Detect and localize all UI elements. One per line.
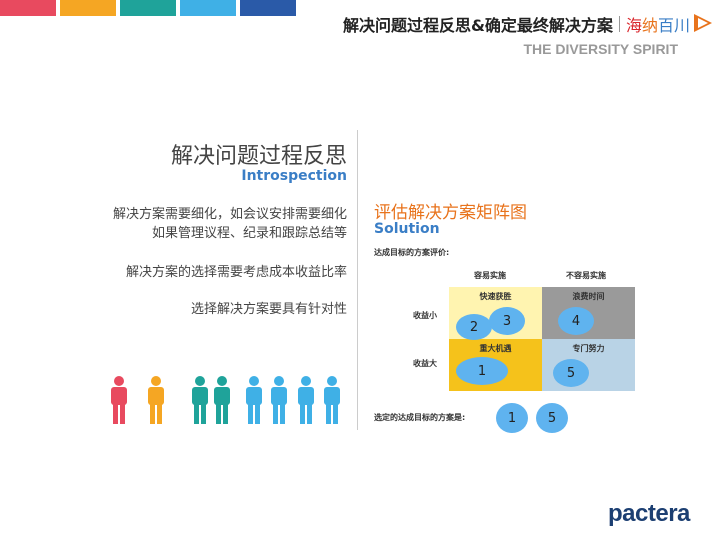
brand-char-4: 川 bbox=[673, 16, 690, 35]
top-bar-4 bbox=[180, 0, 236, 16]
eval-label: 达成目标的方案评价: bbox=[374, 248, 450, 257]
reflection-line-3: 选择解决方案要具有针对性 bbox=[190, 302, 347, 317]
brand-name: 海纳百川 bbox=[626, 12, 690, 36]
brand-char-2: 纳 bbox=[641, 16, 658, 35]
option-bubble: 5 bbox=[553, 359, 589, 387]
matrix-title: 评估解决方案矩阵图 bbox=[374, 203, 527, 223]
row-header-high: 收益大 bbox=[413, 359, 437, 368]
left-title: 解决问题过程反思 bbox=[170, 144, 347, 169]
top-bar-1 bbox=[0, 0, 56, 16]
chosen-label: 选定的达成目标的方案是: bbox=[374, 413, 466, 422]
cell-label: 快速获胜 bbox=[479, 292, 512, 301]
option-bubble: 1 bbox=[456, 357, 508, 385]
reflection-line-1a: 解决方案需要细化，如会议安排需要细化 bbox=[112, 207, 347, 222]
chosen-bubble: 5 bbox=[536, 403, 568, 433]
cell-label: 重大机遇 bbox=[479, 344, 512, 353]
reflection-line-1b: 如果管理议程、纪录和跟踪总结等 bbox=[151, 226, 347, 241]
option-bubble: 3 bbox=[489, 307, 525, 335]
person-icon bbox=[111, 376, 127, 424]
top-bar-3 bbox=[120, 0, 176, 16]
top-bar-2 bbox=[60, 0, 116, 16]
person-icon bbox=[298, 376, 314, 424]
top-bar-5 bbox=[240, 0, 296, 16]
cell-label: 浪费时间 bbox=[572, 292, 605, 301]
option-bubble: 2 bbox=[456, 314, 492, 340]
title-separator bbox=[618, 16, 620, 32]
col-header-hard: 不容易实施 bbox=[566, 271, 606, 280]
matrix-title-en: Solution bbox=[374, 221, 440, 237]
person-icon bbox=[148, 376, 164, 424]
column-divider bbox=[357, 130, 358, 430]
option-bubble: 4 bbox=[558, 307, 594, 335]
page-title: 解决问题过程反思&确定最终解决方案 bbox=[342, 16, 613, 35]
header: 解决问题过程反思&确定最终解决方案 海纳百川 bbox=[343, 12, 690, 36]
brand-char-1: 海 bbox=[625, 16, 642, 35]
subtitle: THE DIVERSITY SPIRIT bbox=[523, 41, 678, 57]
pactera-logo: pactera bbox=[608, 500, 690, 527]
person-icon bbox=[324, 376, 340, 424]
row-header-low: 收益小 bbox=[413, 311, 437, 320]
person-icon bbox=[271, 376, 287, 424]
person-icon bbox=[214, 376, 230, 424]
person-icon bbox=[192, 376, 208, 424]
col-header-easy: 容易实施 bbox=[474, 271, 506, 280]
chosen-bubble: 1 bbox=[496, 403, 528, 433]
person-icon bbox=[246, 376, 262, 424]
left-title-en: Introspection bbox=[241, 168, 347, 184]
brand-char-3: 百 bbox=[657, 16, 674, 35]
reflection-line-2: 解决方案的选择需要考虑成本收益比率 bbox=[125, 265, 347, 280]
cell-label: 专门努力 bbox=[572, 344, 605, 353]
chevron-inner-icon bbox=[698, 18, 708, 28]
